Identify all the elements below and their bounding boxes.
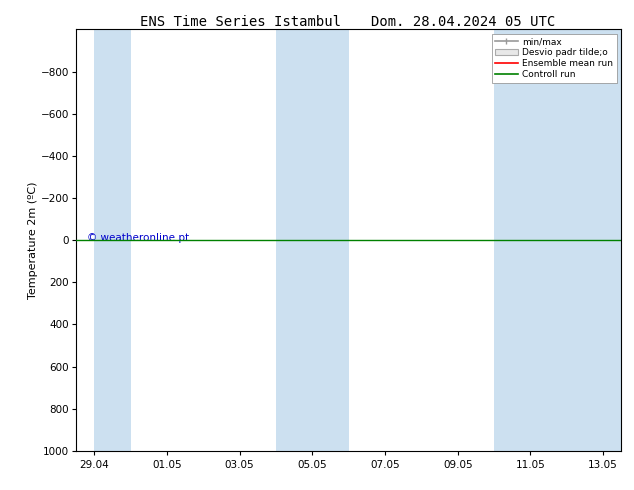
Text: Dom. 28.04.2024 05 UTC: Dom. 28.04.2024 05 UTC <box>371 15 555 29</box>
Legend: min/max, Desvio padr tilde;o, Ensemble mean run, Controll run: min/max, Desvio padr tilde;o, Ensemble m… <box>491 34 617 82</box>
Bar <box>276 29 349 451</box>
Text: ENS Time Series Istambul: ENS Time Series Istambul <box>140 15 342 29</box>
Text: © weatheronline.pt: © weatheronline.pt <box>87 233 189 243</box>
Bar <box>494 29 621 451</box>
Bar <box>94 29 131 451</box>
Y-axis label: Temperature 2m (ºC): Temperature 2m (ºC) <box>28 181 38 299</box>
